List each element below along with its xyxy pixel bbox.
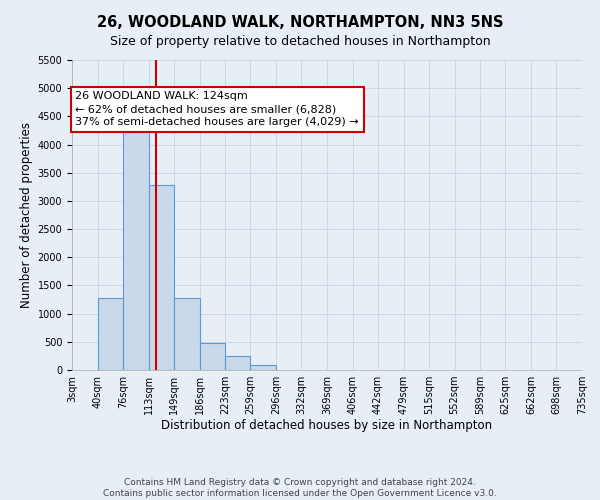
Bar <box>98 298 123 370</box>
Bar <box>250 365 276 370</box>
X-axis label: Distribution of detached houses by size in Northampton: Distribution of detached houses by size … <box>161 418 493 432</box>
Bar <box>225 356 250 370</box>
Y-axis label: Number of detached properties: Number of detached properties <box>20 122 34 308</box>
Bar <box>199 343 225 370</box>
Bar <box>149 185 174 370</box>
Text: Size of property relative to detached houses in Northampton: Size of property relative to detached ho… <box>110 34 490 48</box>
Text: 26 WOODLAND WALK: 124sqm
← 62% of detached houses are smaller (6,828)
37% of sem: 26 WOODLAND WALK: 124sqm ← 62% of detach… <box>76 91 359 128</box>
Bar <box>174 298 199 370</box>
Text: Contains HM Land Registry data © Crown copyright and database right 2024.
Contai: Contains HM Land Registry data © Crown c… <box>103 478 497 498</box>
Text: 26, WOODLAND WALK, NORTHAMPTON, NN3 5NS: 26, WOODLAND WALK, NORTHAMPTON, NN3 5NS <box>97 15 503 30</box>
Bar <box>123 130 149 370</box>
